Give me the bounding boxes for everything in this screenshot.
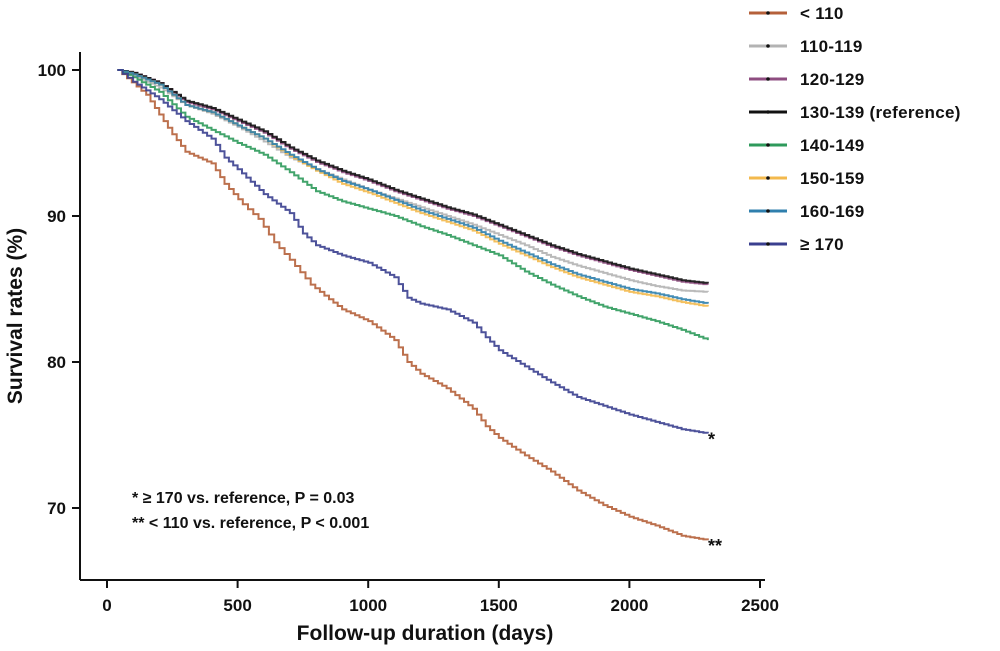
series-line-6 bbox=[117, 69, 709, 304]
legend-item: 130-139 (reference) bbox=[749, 103, 961, 122]
legend-label: 140-149 bbox=[800, 136, 865, 155]
legend-item: 150-159 bbox=[749, 169, 865, 188]
y-tick-label: 90 bbox=[47, 207, 66, 226]
series-line-4 bbox=[117, 69, 709, 341]
significance-marks: *** bbox=[708, 430, 722, 557]
legend-swatch-dot bbox=[766, 110, 770, 114]
legend-swatch-dot bbox=[766, 44, 770, 48]
legend-item: ≥ 170 bbox=[749, 235, 844, 254]
legend-label: 160-169 bbox=[800, 202, 865, 221]
legend-label: < 110 bbox=[800, 4, 844, 23]
y-tick-label: 80 bbox=[47, 353, 66, 372]
legend-label: ≥ 170 bbox=[800, 235, 844, 254]
x-axis-title: Follow-up duration (days) bbox=[297, 622, 554, 645]
series-line-3 bbox=[117, 69, 709, 284]
legend-swatch-dot bbox=[766, 11, 770, 15]
x-tick-label: 0 bbox=[102, 596, 111, 615]
y-tick-label: 70 bbox=[47, 499, 66, 518]
series-line-0 bbox=[117, 69, 709, 541]
note-line-1: * ≥ 170 vs. reference, P = 0.03 bbox=[132, 490, 355, 507]
legend-swatch-dot bbox=[766, 77, 770, 81]
legend: < 110 110-119 120-129 130-139 (reference) 14… bbox=[749, 4, 961, 254]
legend-item: 120-129 bbox=[749, 70, 865, 89]
legend-label: 130-139 (reference) bbox=[800, 103, 961, 122]
legend-label: 110-119 bbox=[800, 37, 863, 56]
y-axis-title: Survival rates (%) bbox=[4, 228, 27, 404]
legend-item: 140-149 bbox=[749, 136, 865, 155]
legend-item: 160-169 bbox=[749, 202, 865, 221]
axes bbox=[79, 52, 765, 581]
legend-item: 110-119 bbox=[749, 37, 863, 56]
series-line-1 bbox=[117, 69, 709, 293]
legend-swatch-dot bbox=[766, 143, 770, 147]
legend-swatch-dot bbox=[766, 176, 770, 180]
series-line-7 bbox=[117, 69, 709, 434]
ticks: 0 500 1000 1500 2000 2500 70 80 90 100 bbox=[38, 61, 779, 615]
significance-mark: * bbox=[708, 430, 715, 450]
x-tick-label: 1000 bbox=[349, 596, 387, 615]
x-tick-label: 2000 bbox=[610, 596, 648, 615]
y-tick-label: 100 bbox=[38, 61, 66, 80]
note-line-2: ** < 110 vs. reference, P < 0.001 bbox=[132, 515, 369, 532]
series-line-2 bbox=[117, 69, 709, 286]
annotation-notes: * ≥ 170 vs. reference, P = 0.03 ** < 110… bbox=[132, 490, 369, 532]
legend-swatch-dot bbox=[766, 209, 770, 213]
x-tick-label: 2500 bbox=[741, 596, 779, 615]
legend-item: < 110 bbox=[749, 4, 844, 23]
series-lines bbox=[117, 69, 709, 541]
legend-swatch-dot bbox=[766, 242, 770, 246]
x-tick-label: 1500 bbox=[480, 596, 518, 615]
x-tick-label: 500 bbox=[223, 596, 251, 615]
legend-label: 120-129 bbox=[800, 70, 865, 89]
significance-mark: ** bbox=[708, 536, 722, 556]
legend-label: 150-159 bbox=[800, 169, 865, 188]
